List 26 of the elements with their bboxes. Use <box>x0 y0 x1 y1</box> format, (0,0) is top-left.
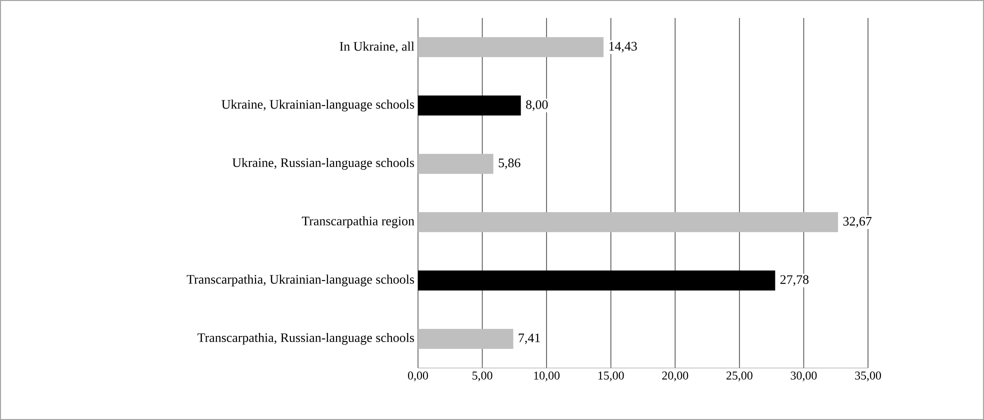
x-tick-label: 5,00 <box>472 372 492 382</box>
x-tick-label: 10,00 <box>534 372 560 382</box>
x-tick-label: 30,00 <box>790 372 817 382</box>
x-tick-label: 20,00 <box>662 372 688 382</box>
x-tick-label: 35,00 <box>855 372 881 382</box>
data-label: 14,43 <box>609 42 637 52</box>
data-label: 5,86 <box>498 158 520 170</box>
y-tick-label: Transcarpathia region <box>302 216 414 228</box>
bar <box>418 37 604 58</box>
x-tick-label: 25,00 <box>726 372 752 382</box>
bar <box>418 270 776 291</box>
x-tick-label: 0,00 <box>408 372 428 382</box>
data-label: 8,00 <box>526 100 548 111</box>
data-label: 32,67 <box>843 216 872 228</box>
y-tick-label: In Ukraine, all <box>340 42 414 53</box>
y-tick-label: Ukraine, Ukrainian-language schools <box>222 100 414 112</box>
bar <box>418 154 494 174</box>
y-tick-label: Ukraine, Russian-language schools <box>232 158 414 170</box>
bar <box>418 96 521 116</box>
data-label: 7,41 <box>518 334 540 344</box>
y-tick-label: Transcarpathia, Ukrainian-language schools <box>186 274 414 286</box>
data-label: 27,78 <box>780 275 809 286</box>
bar <box>418 212 838 232</box>
y-tick-label: Transcarpathia, Russian-language schools <box>198 332 414 345</box>
x-tick-label: 15,00 <box>598 372 624 382</box>
bar <box>418 328 514 349</box>
